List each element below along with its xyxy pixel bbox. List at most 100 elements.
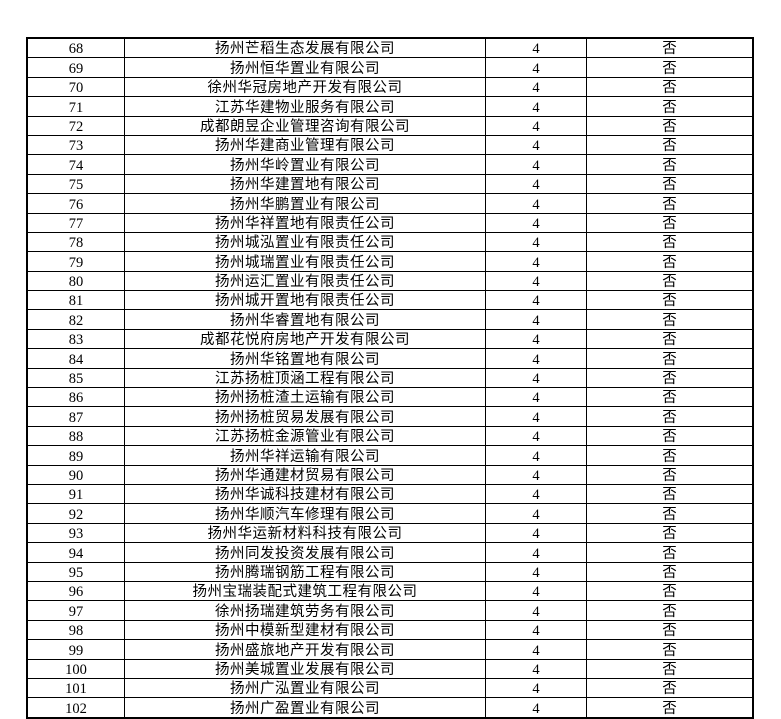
company-name: 扬州华鹏置业有限公司 [124, 193, 486, 214]
flag-cell: 否 [586, 212, 754, 233]
flag-cell: 否 [586, 290, 754, 311]
row-number: 69 [26, 57, 125, 78]
company-name: 扬州华铭置地有限公司 [124, 348, 486, 369]
table-row: 78 扬州城泓置业有限责任公司 4 否 [26, 231, 754, 253]
table-row: 92 扬州华顺汽车修理有限公司 4 否 [26, 503, 754, 524]
row-number: 70 [26, 76, 125, 98]
flag-cell: 否 [586, 677, 754, 699]
value-cell: 4 [485, 309, 587, 330]
flag-cell: 否 [586, 445, 754, 466]
table-row: 100 扬州美城置业发展有限公司 4 否 [26, 658, 754, 679]
value-cell: 4 [485, 115, 587, 136]
row-number: 74 [26, 154, 125, 175]
row-number: 99 [26, 639, 125, 660]
flag-cell: 否 [586, 464, 754, 485]
value-cell: 4 [485, 212, 587, 233]
row-number: 87 [26, 406, 125, 427]
row-number: 97 [26, 600, 125, 621]
company-name: 扬州中模新型建材有限公司 [124, 619, 486, 641]
table-row: 72 成都朗昱企业管理咨询有限公司 4 否 [26, 115, 754, 136]
row-number: 71 [26, 96, 125, 117]
table-row: 91 扬州华诚科技建材有限公司 4 否 [26, 483, 754, 505]
company-name: 扬州华诚科技建材有限公司 [124, 483, 486, 505]
company-name: 江苏扬桩金源管业有限公司 [124, 425, 486, 447]
flag-cell: 否 [586, 173, 754, 195]
company-name: 扬州腾瑞钢筋工程有限公司 [124, 561, 486, 582]
flag-cell: 否 [586, 503, 754, 524]
row-number: 81 [26, 290, 125, 311]
table-row: 89 扬州华祥运输有限公司 4 否 [26, 445, 754, 466]
table-row: 86 扬州扬桩渣土运输有限公司 4 否 [26, 387, 754, 408]
row-number: 88 [26, 425, 125, 447]
row-number: 80 [26, 270, 125, 292]
table-row: 75 扬州华建置地有限公司 4 否 [26, 173, 754, 195]
value-cell: 4 [485, 425, 587, 447]
flag-cell: 否 [586, 193, 754, 214]
flag-cell: 否 [586, 425, 754, 447]
row-number: 86 [26, 387, 125, 408]
company-name: 扬州宝瑞装配式建筑工程有限公司 [124, 580, 486, 602]
value-cell: 4 [485, 96, 587, 117]
flag-cell: 否 [586, 580, 754, 602]
value-cell: 4 [485, 193, 587, 214]
company-name: 扬州扬桩贸易发展有限公司 [124, 406, 486, 427]
company-name: 江苏扬桩顶涵工程有限公司 [124, 367, 486, 389]
row-number: 76 [26, 193, 125, 214]
flag-cell: 否 [586, 367, 754, 389]
flag-cell: 否 [586, 328, 754, 350]
flag-cell: 否 [586, 76, 754, 98]
table-row: 69 扬州恒华置业有限公司 4 否 [26, 57, 754, 78]
flag-cell: 否 [586, 57, 754, 78]
value-cell: 4 [485, 290, 587, 311]
row-number: 73 [26, 134, 125, 156]
row-number: 100 [26, 658, 125, 679]
table-row: 96 扬州宝瑞装配式建筑工程有限公司 4 否 [26, 580, 754, 602]
table-row: 70 徐州华冠房地产开发有限公司 4 否 [26, 76, 754, 98]
row-number: 79 [26, 251, 125, 272]
row-number: 83 [26, 328, 125, 350]
company-name: 扬州同发投资发展有限公司 [124, 542, 486, 563]
company-name: 扬州华岭置业有限公司 [124, 154, 486, 175]
table-row: 97 徐州扬瑞建筑劳务有限公司 4 否 [26, 600, 754, 621]
flag-cell: 否 [586, 154, 754, 175]
company-name: 扬州华睿置地有限公司 [124, 309, 486, 330]
flag-cell: 否 [586, 134, 754, 156]
table-row: 88 江苏扬桩金源管业有限公司 4 否 [26, 425, 754, 447]
table-row: 94 扬州同发投资发展有限公司 4 否 [26, 542, 754, 563]
flag-cell: 否 [586, 37, 754, 59]
flag-cell: 否 [586, 658, 754, 679]
table-row: 101 扬州广泓置业有限公司 4 否 [26, 677, 754, 699]
company-name: 扬州广泓置业有限公司 [124, 677, 486, 699]
company-name: 扬州盛旅地产开发有限公司 [124, 639, 486, 660]
flag-cell: 否 [586, 270, 754, 292]
company-name: 成都朗昱企业管理咨询有限公司 [124, 115, 486, 136]
table-row: 71 江苏华建物业服务有限公司 4 否 [26, 96, 754, 117]
company-name: 扬州运汇置业有限责任公司 [124, 270, 486, 292]
company-name: 扬州城开置地有限责任公司 [124, 290, 486, 311]
table-row: 90 扬州华通建材贸易有限公司 4 否 [26, 464, 754, 485]
table-row: 79 扬州城瑞置业有限责任公司 4 否 [26, 251, 754, 272]
table-row: 68 扬州芒稻生态发展有限公司 4 否 [26, 37, 754, 59]
value-cell: 4 [485, 37, 587, 59]
row-number: 96 [26, 580, 125, 602]
table-row: 87 扬州扬桩贸易发展有限公司 4 否 [26, 406, 754, 427]
table-row: 73 扬州华建商业管理有限公司 4 否 [26, 134, 754, 156]
row-number: 72 [26, 115, 125, 136]
value-cell: 4 [485, 270, 587, 292]
table-row: 77 扬州华祥置地有限责任公司 4 否 [26, 212, 754, 233]
row-number: 82 [26, 309, 125, 330]
flag-cell: 否 [586, 348, 754, 369]
row-number: 98 [26, 619, 125, 641]
table-row: 81 扬州城开置地有限责任公司 4 否 [26, 290, 754, 311]
company-name: 扬州华运新材料科技有限公司 [124, 522, 486, 544]
table-row: 82 扬州华睿置地有限公司 4 否 [26, 309, 754, 330]
value-cell: 4 [485, 134, 587, 156]
value-cell: 4 [485, 387, 587, 408]
row-number: 91 [26, 483, 125, 505]
row-number: 93 [26, 522, 125, 544]
flag-cell: 否 [586, 115, 754, 136]
table-row: 74 扬州华岭置业有限公司 4 否 [26, 154, 754, 175]
company-name: 扬州华顺汽车修理有限公司 [124, 503, 486, 524]
value-cell: 4 [485, 677, 587, 699]
flag-cell: 否 [586, 251, 754, 272]
